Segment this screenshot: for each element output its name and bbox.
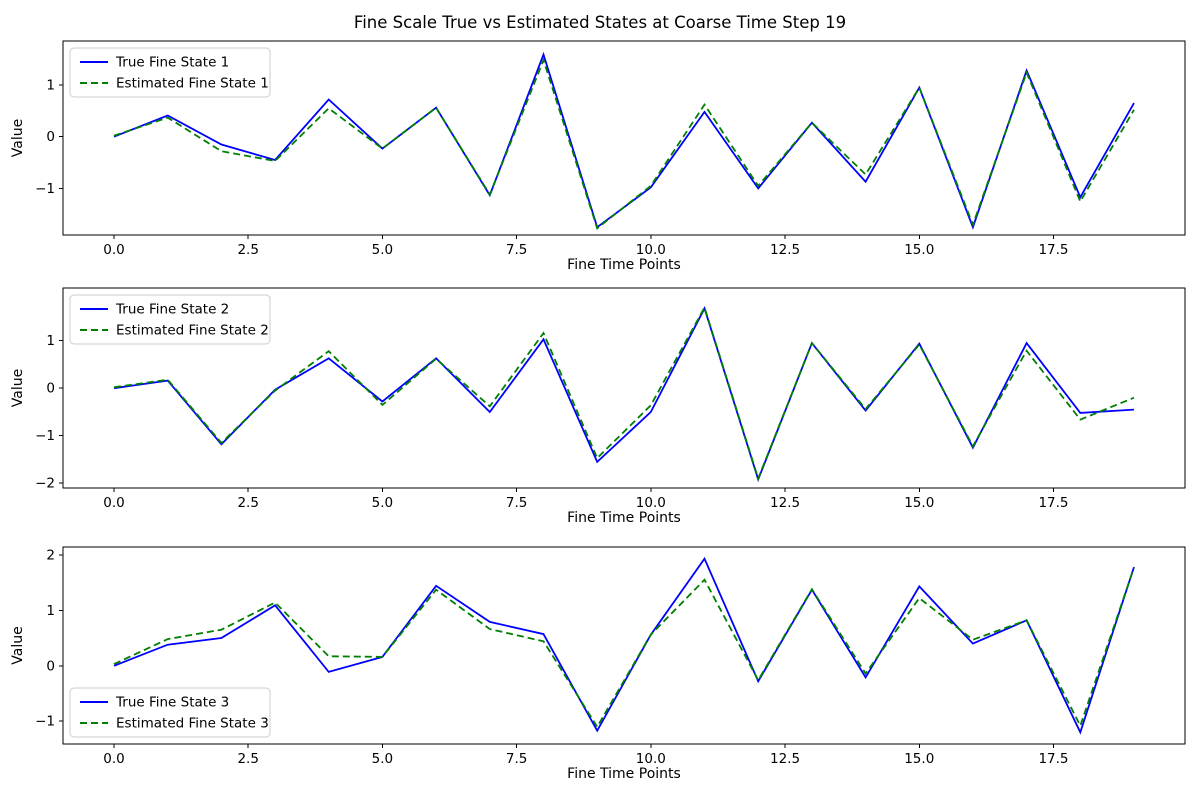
series-line-estimated-fine-state-1	[113, 57, 1135, 230]
x-axis-label: Fine Time Points	[567, 510, 681, 526]
legend-box	[69, 294, 271, 345]
subplot-2: 0.0 2.5 5.0 7.5 10.0 12.5 15.0 17.5 −2 −1 0 1 Fine T…	[10, 287, 1186, 526]
y-tick-label: −1	[35, 181, 55, 197]
legend-label-true-fine-state-3: True Fine State 3	[115, 695, 229, 711]
x-tick-label: 15.0	[904, 751, 934, 767]
x-tick-label: 12.5	[770, 495, 800, 511]
series-line-estimated-fine-state-3	[113, 567, 1135, 729]
series-line-true-fine-state-3	[113, 556, 1135, 735]
y-tick-label: −2	[35, 476, 55, 492]
x-tick-label: 5.0	[372, 495, 393, 511]
y-axis-label: Value	[10, 626, 26, 664]
y-axis-label: Value	[10, 119, 26, 157]
x-tick-label: 0.0	[103, 242, 124, 258]
x-tick-label: 15.0	[904, 495, 934, 511]
x-tick-label: 17.5	[1038, 751, 1068, 767]
series-line-estimated-fine-state-2	[113, 305, 1135, 482]
x-tick-label: 17.5	[1038, 495, 1068, 511]
x-tick-label: 7.5	[506, 242, 527, 258]
y-axis-label: Value	[10, 369, 26, 407]
x-tick-label: 17.5	[1038, 242, 1068, 258]
x-tick-label: 10.0	[636, 751, 666, 767]
x-tick-label: 5.0	[372, 242, 393, 258]
x-tick-label: 10.0	[636, 242, 666, 258]
y-tick-label: 2	[46, 547, 55, 563]
x-tick-label: 0.0	[103, 751, 124, 767]
y-tick-label: 1	[46, 333, 55, 349]
x-tick-label: 15.0	[904, 242, 934, 258]
legend-label-true-fine-state-2: True Fine State 2	[115, 302, 229, 318]
subplot-3: 0.0 2.5 5.0 7.5 10.0 12.5 15.0 17.5 −1 0 1 2 Fine Ti…	[10, 546, 1186, 782]
x-tick-label: 0.0	[103, 495, 124, 511]
x-tick-label: 10.0	[636, 495, 666, 511]
x-axis-label: Fine Time Points	[567, 257, 681, 273]
legend-label-true-fine-state-1: True Fine State 1	[115, 55, 229, 71]
legend-label-estimated-fine-state-2: Estimated Fine State 2	[116, 323, 269, 339]
y-tick-label: 1	[46, 77, 55, 93]
x-tick-label: 7.5	[506, 495, 527, 511]
y-tick-label: 1	[46, 603, 55, 619]
legend-box	[69, 687, 271, 738]
x-tick-label: 2.5	[237, 751, 258, 767]
y-tick-label: −1	[35, 714, 55, 730]
x-axis-label: Fine Time Points	[567, 766, 681, 782]
legend-label-estimated-fine-state-3: Estimated Fine State 3	[116, 716, 269, 732]
y-tick-label: 0	[46, 381, 55, 397]
legend-label-estimated-fine-state-1: Estimated Fine State 1	[116, 76, 269, 92]
subplot-1: 0.0 2.5 5.0 7.5 10.0 12.5 15.0 17.5 −1 0 1 Fine Tim…	[10, 40, 1186, 273]
x-tick-label: 12.5	[770, 242, 800, 258]
y-tick-label: 0	[46, 658, 55, 674]
x-tick-label: 2.5	[237, 495, 258, 511]
figure-title: Fine Scale True vs Estimated States at C…	[354, 13, 846, 32]
y-tick-label: −1	[35, 428, 55, 444]
x-tick-label: 5.0	[372, 751, 393, 767]
y-tick-label: 0	[46, 129, 55, 145]
legend-box	[69, 47, 271, 98]
x-tick-label: 2.5	[237, 242, 258, 258]
x-tick-label: 12.5	[770, 751, 800, 767]
x-tick-label: 7.5	[506, 751, 527, 767]
